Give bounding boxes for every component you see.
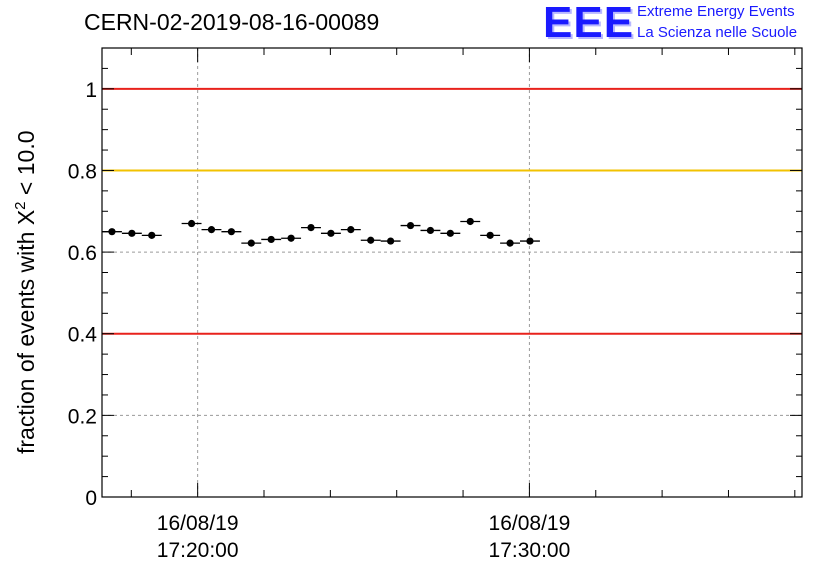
data-point [187, 219, 196, 228]
data-point [128, 229, 136, 237]
y-axis-label: fraction of events with X2 < 10.0 [12, 130, 39, 454]
y-axis-label-sup: 2 [12, 201, 29, 209]
data-point [486, 231, 494, 239]
eee-logo-mark: EEE [543, 0, 635, 47]
tick-marks [102, 48, 802, 498]
x-tick-label-date: 16/08/19 [489, 512, 571, 535]
y-tick-label: 0 [85, 487, 97, 510]
y-tick-label: 0.4 [68, 324, 98, 347]
data-point [526, 237, 534, 245]
axes [101, 47, 803, 498]
grid-layer [102, 48, 802, 497]
data-point [227, 228, 235, 236]
reference-lines [102, 87, 802, 335]
x-tick-label-date: 16/08/19 [157, 512, 239, 535]
data-point [426, 226, 435, 235]
data-point [287, 234, 295, 242]
data-point [466, 217, 474, 226]
logo-text-line2: La Scienza nelle Scuole [637, 24, 798, 41]
data-point [327, 229, 335, 237]
tick-labels: 0 0.2 0.4 0.6 0.8 1 16/08/19 17:20:00 16/08/19 17… [68, 79, 570, 562]
plot-frame [101, 47, 803, 498]
data-point [446, 229, 454, 237]
data-point [148, 231, 156, 239]
y-tick-label: 0.2 [68, 405, 97, 428]
data-point [307, 224, 315, 232]
y-axis-label-prefix: fraction of events with [13, 225, 39, 454]
data-point [108, 228, 116, 236]
data-point [347, 226, 355, 234]
data-point [247, 239, 255, 247]
y-axis-label-symbol: X [13, 210, 39, 225]
y-tick-label: 0.8 [68, 160, 97, 183]
y-tick-label: 1 [85, 79, 97, 102]
data-points [102, 217, 540, 247]
data-point [207, 226, 216, 234]
logo-text-line1: Extreme Energy Events [637, 3, 795, 20]
data-point [506, 239, 514, 247]
chart-title: CERN-02-2019-08-16-00089 [84, 9, 380, 35]
data-point [387, 237, 395, 245]
data-point [367, 236, 375, 244]
y-tick-label: 0.6 [68, 242, 97, 265]
x-tick-label-time: 17:20:00 [157, 539, 239, 562]
data-point [267, 235, 275, 244]
x-tick-label-time: 17:30:00 [489, 539, 571, 562]
data-point [406, 221, 415, 230]
y-axis-label-suffix: < 10.0 [13, 130, 39, 201]
eee-logo: EEE Extreme Energy Events La Scienza nel… [543, 0, 833, 48]
